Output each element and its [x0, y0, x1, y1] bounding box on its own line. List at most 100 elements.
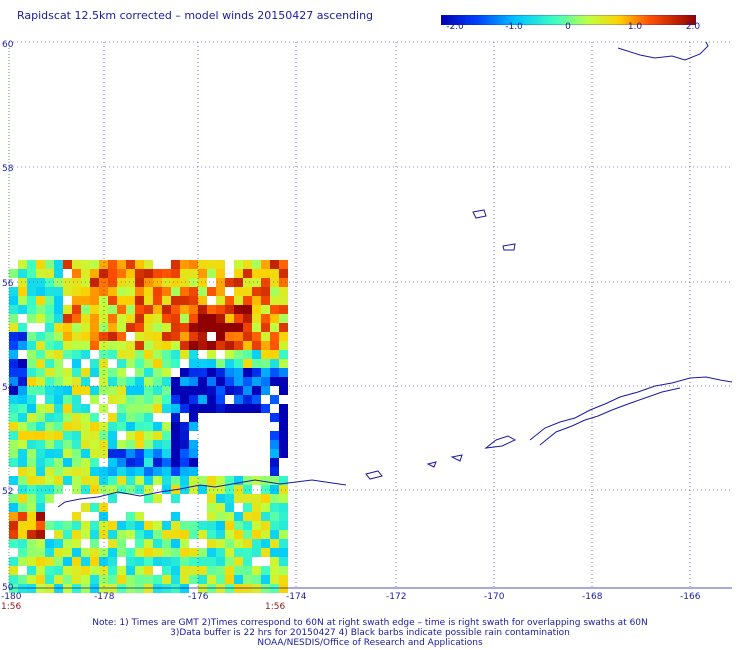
- swath-pixel: [234, 557, 243, 566]
- swath-pixel: [108, 449, 117, 458]
- swath-pixel: [171, 548, 180, 557]
- swath-pixel: [18, 440, 27, 449]
- swath-pixel: [126, 359, 135, 368]
- swath-pixel: [225, 368, 234, 377]
- colorbar-tick-label: -1.0: [505, 22, 523, 32]
- swath-pixel: [72, 332, 81, 341]
- swath-pixel: [9, 368, 18, 377]
- swath-pixel: [135, 530, 144, 539]
- swath-pixel: [90, 368, 99, 377]
- swath-pixel: [117, 296, 126, 305]
- swath-pixel: [270, 566, 279, 575]
- swath-pixel: [270, 323, 279, 332]
- swath-pixel: [189, 413, 198, 422]
- swath-pixel: [18, 467, 27, 476]
- swath-pixel: [207, 377, 216, 386]
- swath-pixel: [18, 377, 27, 386]
- swath-pixel: [27, 494, 36, 503]
- island-outline: [426, 461, 437, 468]
- swath-pixel: [216, 539, 225, 548]
- swath-pixel: [90, 476, 99, 485]
- swath-pixel: [216, 557, 225, 566]
- swath-pixel: [171, 341, 180, 350]
- swath-pixel: [225, 548, 234, 557]
- swath-pixel: [144, 476, 153, 485]
- swath-pixel: [36, 350, 45, 359]
- swath-pixel: [153, 422, 162, 431]
- swath-pixel: [153, 548, 162, 557]
- swath-pixel: [153, 530, 162, 539]
- swath-pixel: [81, 287, 90, 296]
- lat-label: 50: [2, 583, 14, 593]
- swath-pixel: [171, 575, 180, 584]
- swath-pixel: [18, 296, 27, 305]
- swath-pixel: [72, 575, 81, 584]
- swath-pixel: [189, 548, 198, 557]
- swath-pixel: [270, 467, 279, 476]
- swath-pixel: [270, 278, 279, 287]
- swath-pixel: [81, 377, 90, 386]
- swath-pixel: [162, 584, 171, 593]
- swath-pixel: [27, 485, 36, 494]
- swath-pixel: [27, 530, 36, 539]
- swath-pixel: [153, 386, 162, 395]
- swath-pixel: [54, 368, 63, 377]
- swath-pixel: [144, 296, 153, 305]
- swath-pixel: [225, 323, 234, 332]
- swath-pixel: [207, 512, 216, 521]
- swath-pixel: [144, 305, 153, 314]
- lon-label: -172: [386, 592, 406, 602]
- swath-pixel: [270, 305, 279, 314]
- swath-pixel: [18, 548, 27, 557]
- swath-pixel: [252, 404, 261, 413]
- swath-pixel: [162, 440, 171, 449]
- swath-pixel: [81, 314, 90, 323]
- swath-pixel: [81, 575, 90, 584]
- swath-pixel: [207, 557, 216, 566]
- swath-pixel: [117, 350, 126, 359]
- swath-pixel: [126, 323, 135, 332]
- swath-pixel: [171, 584, 180, 593]
- swath-pixel: [99, 296, 108, 305]
- swath-pixel: [72, 305, 81, 314]
- swath-pixel: [279, 368, 288, 377]
- swath-pixel: [27, 440, 36, 449]
- swath-pixel: [180, 269, 189, 278]
- swath-pixel: [135, 449, 144, 458]
- swath-pixel: [126, 278, 135, 287]
- swath-pixel: [90, 269, 99, 278]
- swath-pixel: [180, 296, 189, 305]
- swath-pixel: [270, 287, 279, 296]
- swath-pixel: [180, 332, 189, 341]
- swath-pixel: [279, 530, 288, 539]
- swath-pixel: [225, 377, 234, 386]
- swath-pixel: [9, 332, 18, 341]
- swath-pixel: [153, 368, 162, 377]
- swath-pixel: [126, 260, 135, 269]
- swath-pixel: [252, 521, 261, 530]
- swath-pixel: [162, 575, 171, 584]
- swath-pixel: [225, 404, 234, 413]
- swath-pixel: [243, 476, 252, 485]
- swath-pixel: [243, 512, 252, 521]
- swath-pixel: [135, 476, 144, 485]
- swath-pixel: [108, 287, 117, 296]
- swath-pixel: [126, 404, 135, 413]
- island-outline: [484, 435, 517, 449]
- swath-pixel: [54, 539, 63, 548]
- swath-pixel: [45, 332, 54, 341]
- swath-pixel: [99, 368, 108, 377]
- swath-pixel: [198, 575, 207, 584]
- swath-pixel: [63, 332, 72, 341]
- swath-pixel: [9, 323, 18, 332]
- swath-pixel: [171, 332, 180, 341]
- swath-pixel: [279, 431, 288, 440]
- swath-pixel: [45, 485, 54, 494]
- swath-pixel: [90, 278, 99, 287]
- swath-pixel: [189, 323, 198, 332]
- swath-pixel: [234, 395, 243, 404]
- swath-pixel: [18, 557, 27, 566]
- swath-pixel: [261, 584, 270, 593]
- swath-pixel: [81, 413, 90, 422]
- swath-pixel: [45, 440, 54, 449]
